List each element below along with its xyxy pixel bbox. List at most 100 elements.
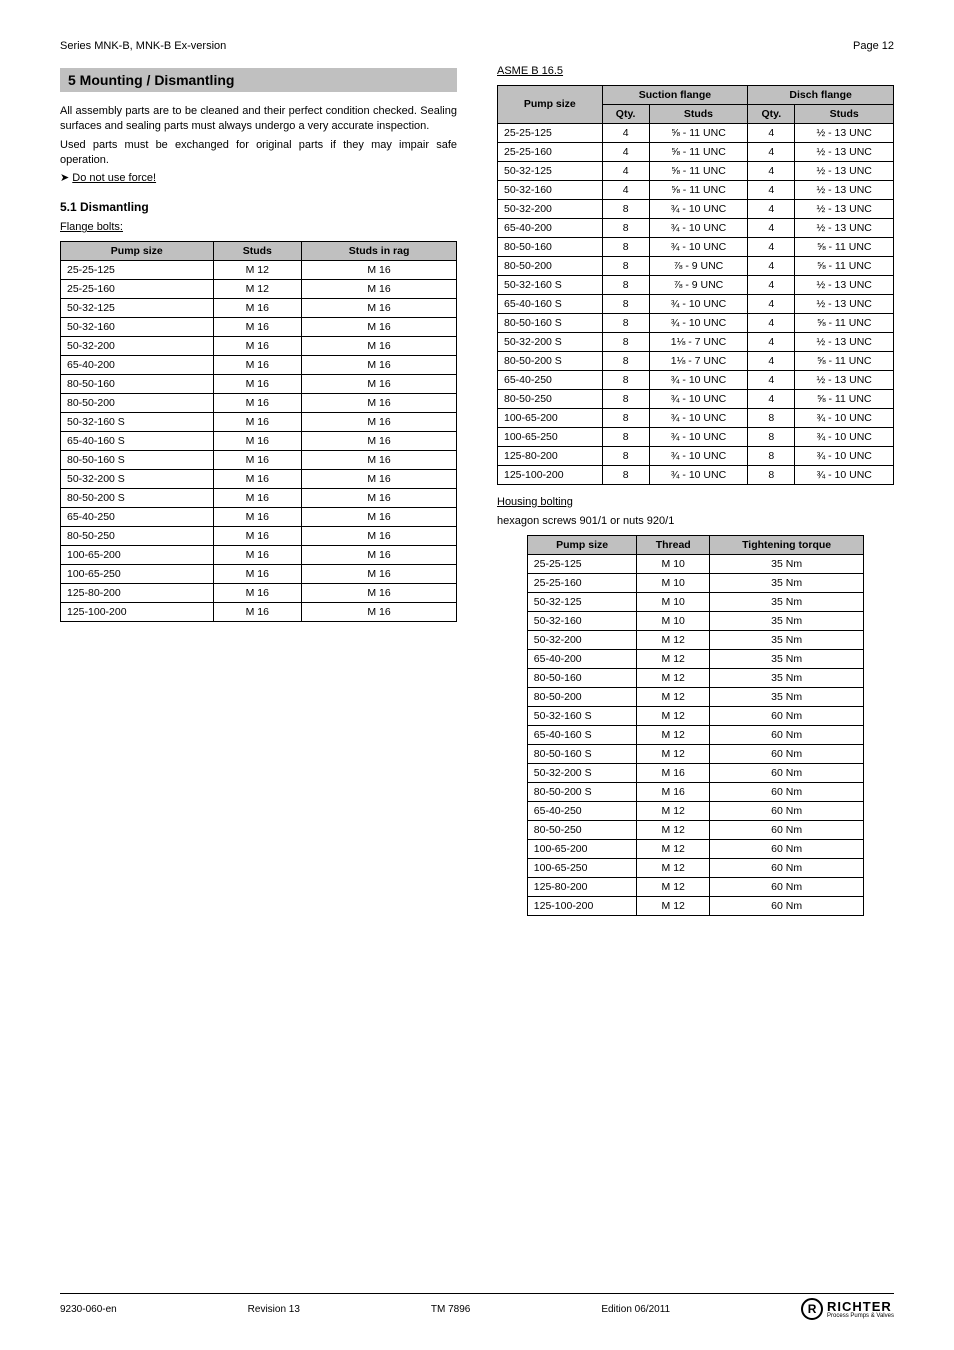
table-cell: ½ - 13 UNC [795,275,894,294]
table-row: 80-50-1608¾ - 10 UNC4⅝ - 11 UNC [498,237,894,256]
right-column: ASME B 16.5 Pump size Suction flange Dis… [497,60,894,926]
table-row: 50-32-1604⅝ - 11 UNC4½ - 13 UNC [498,180,894,199]
table-cell: 4 [602,161,649,180]
table-row: 50-32-200M 1235 Nm [527,630,863,649]
table-cell: 80-50-200 [527,687,637,706]
table-cell: 4 [748,180,795,199]
table-cell: ½ - 13 UNC [795,218,894,237]
table-row: 50-32-160 SM 16M 16 [61,413,457,432]
table-cell: 60 Nm [710,877,864,896]
table-cell: M 16 [213,451,302,470]
table-cell: M 16 [213,527,302,546]
flange-studs-table: Pump size Studs Studs in rag 25-25-125M … [60,241,457,622]
table-cell: M 16 [213,337,302,356]
col-pump-size: Pump size [61,242,214,261]
table-cell: 8 [748,446,795,465]
table-cell: ¾ - 10 UNC [649,465,748,484]
table-cell: 8 [602,370,649,389]
housing-col-thread: Thread [637,535,710,554]
table-row: 80-50-200 S81⅛ - 7 UNC4⅝ - 11 UNC [498,351,894,370]
table-cell: 50-32-125 [527,592,637,611]
col-studs-rag: Studs in rag [302,242,457,261]
table-row: 80-50-250M 16M 16 [61,527,457,546]
table-cell: 25-25-125 [498,123,603,142]
table-cell: ⅝ - 11 UNC [649,161,748,180]
section-5-1-heading: 5.1 Dismantling [60,200,457,214]
table-cell: ¾ - 10 UNC [649,199,748,218]
header-right: Page 12 [853,40,894,52]
table-row: 65-40-250M 16M 16 [61,508,457,527]
table-cell: 4 [602,180,649,199]
table-cell: 125-100-200 [61,603,214,622]
table-cell: ¾ - 10 UNC [795,446,894,465]
table-cell: 50-32-160 S [498,275,603,294]
table-cell: 60 Nm [710,858,864,877]
table-cell: M 10 [637,573,710,592]
table-cell: 50-32-160 S [527,706,637,725]
table-cell: M 16 [302,394,457,413]
table-cell: M 16 [213,470,302,489]
brand-logo: R RICHTER Process Pumps & Valves [801,1298,894,1320]
table-row: 65-40-250M 1260 Nm [527,801,863,820]
table-cell: 8 [602,256,649,275]
table-cell: ⅝ - 11 UNC [795,313,894,332]
table-row: 65-40-200M 1235 Nm [527,649,863,668]
table-cell: ½ - 13 UNC [795,199,894,218]
table-cell: 25-25-125 [527,554,637,573]
asme-discharge-studs: Studs [795,104,894,123]
page: Series MNK-B, MNK-B Ex-version Page 12 5… [0,0,954,1350]
asme-suction-qty: Qty. [602,104,649,123]
table-cell: ¾ - 10 UNC [649,389,748,408]
table-cell: M 16 [302,337,457,356]
table-cell: 125-100-200 [527,896,637,915]
asme-col-pump: Pump size [498,85,603,123]
asme-col-suction: Suction flange [602,85,748,104]
table-cell: 8 [748,408,795,427]
table-cell: 80-50-250 [527,820,637,839]
table-cell: 65-40-160 S [527,725,637,744]
table-row: 80-50-2008⅞ - 9 UNC4⅝ - 11 UNC [498,256,894,275]
table-row: 65-40-160 S8¾ - 10 UNC4½ - 13 UNC [498,294,894,313]
table-cell: 8 [602,465,649,484]
table-cell: M 12 [637,896,710,915]
table-row: 25-25-1604⅝ - 11 UNC4½ - 13 UNC [498,142,894,161]
table-cell: M 12 [637,744,710,763]
asme-col-discharge: Disch flange [748,85,894,104]
footer-tm: TM 7896 [431,1304,470,1315]
table-cell: M 16 [302,375,457,394]
table-cell: 80-50-160 S [527,744,637,763]
table-cell: 4 [748,142,795,161]
table-cell: 35 Nm [710,554,864,573]
table-cell: 125-80-200 [527,877,637,896]
table-cell: M 16 [302,451,457,470]
table-cell: 50-32-200 S [527,763,637,782]
table-row: 100-65-250M 16M 16 [61,565,457,584]
table-cell: ½ - 13 UNC [795,370,894,389]
table-cell: ¾ - 10 UNC [649,370,748,389]
table-row: 80-50-160 S8¾ - 10 UNC4⅝ - 11 UNC [498,313,894,332]
table-cell: M 16 [302,489,457,508]
table-row: 80-50-200 SM 16M 16 [61,489,457,508]
table-cell: M 12 [213,261,302,280]
table-row: 25-25-125M 1035 Nm [527,554,863,573]
table-cell: 65-40-200 [498,218,603,237]
table-cell: 35 Nm [710,668,864,687]
table-row: 65-40-2508¾ - 10 UNC4½ - 13 UNC [498,370,894,389]
table-cell: 35 Nm [710,630,864,649]
table-cell: 8 [602,427,649,446]
table-cell: 25-25-160 [61,280,214,299]
table-cell: 80-50-160 [498,237,603,256]
table-cell: 60 Nm [710,801,864,820]
left-column: 5 Mounting / Dismantling All assembly pa… [60,60,457,926]
table-cell: 100-65-250 [498,427,603,446]
table-cell: 125-80-200 [61,584,214,603]
table-cell: 80-50-200 [61,394,214,413]
table-row: 50-32-160M 1035 Nm [527,611,863,630]
table-cell: 60 Nm [710,706,864,725]
table-cell: 4 [748,275,795,294]
table-row: 125-100-2008¾ - 10 UNC8¾ - 10 UNC [498,465,894,484]
table-cell: ½ - 13 UNC [795,142,894,161]
table-cell: ½ - 13 UNC [795,123,894,142]
table-cell: M 16 [213,432,302,451]
table-cell: 80-50-160 [527,668,637,687]
